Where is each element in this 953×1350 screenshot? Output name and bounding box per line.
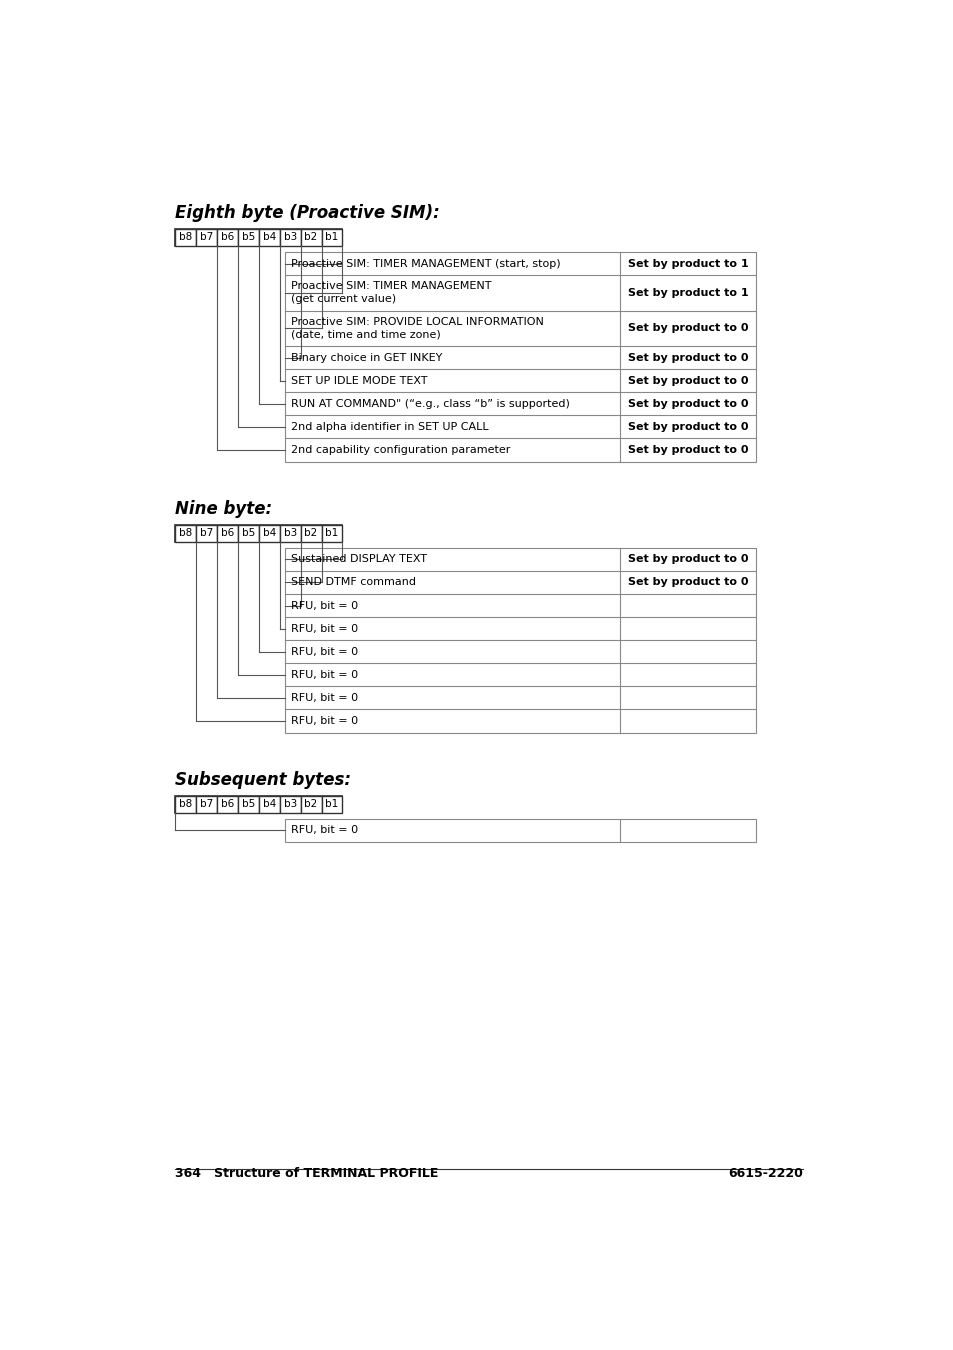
- Bar: [279, 795, 300, 813]
- Bar: [237, 795, 258, 813]
- Text: 364   Structure of TERMINAL PROFILE: 364 Structure of TERMINAL PROFILE: [174, 1166, 438, 1180]
- Bar: [321, 795, 342, 813]
- Bar: [279, 230, 300, 246]
- Text: Set by product to 0: Set by product to 0: [627, 446, 747, 455]
- Text: b1: b1: [325, 232, 338, 243]
- Bar: [285, 548, 755, 733]
- Bar: [195, 525, 216, 541]
- Text: SEND DTMF command: SEND DTMF command: [291, 578, 416, 587]
- Text: Set by product to 0: Set by product to 0: [627, 375, 747, 386]
- Text: Nine byte:: Nine byte:: [174, 500, 272, 518]
- Text: Set by product to 0: Set by product to 0: [627, 423, 747, 432]
- Bar: [285, 252, 755, 462]
- Text: b5: b5: [241, 232, 254, 243]
- Bar: [216, 230, 237, 246]
- Text: RFU, bit = 0: RFU, bit = 0: [291, 716, 358, 726]
- Text: b8: b8: [179, 799, 192, 809]
- Bar: [285, 819, 755, 842]
- Bar: [300, 795, 321, 813]
- Text: Subsequent bytes:: Subsequent bytes:: [174, 771, 351, 788]
- Text: RFU, bit = 0: RFU, bit = 0: [291, 647, 358, 656]
- Bar: [237, 525, 258, 541]
- Text: Proactive SIM: TIMER MANAGEMENT
(get current value): Proactive SIM: TIMER MANAGEMENT (get cur…: [291, 281, 492, 305]
- Bar: [300, 525, 321, 541]
- Text: b1: b1: [325, 799, 338, 809]
- Text: b6: b6: [220, 528, 233, 539]
- Text: b4: b4: [262, 799, 275, 809]
- Text: SET UP IDLE MODE TEXT: SET UP IDLE MODE TEXT: [291, 375, 427, 386]
- Bar: [321, 525, 342, 541]
- Bar: [279, 525, 300, 541]
- Text: Set by product to 1: Set by product to 1: [627, 259, 747, 269]
- Text: Set by product to 0: Set by product to 0: [627, 578, 747, 587]
- Bar: [300, 230, 321, 246]
- Bar: [174, 795, 195, 813]
- Text: 2nd capability configuration parameter: 2nd capability configuration parameter: [291, 446, 510, 455]
- Text: b2: b2: [304, 799, 317, 809]
- Text: b6: b6: [220, 799, 233, 809]
- Text: b2: b2: [304, 232, 317, 243]
- Text: b2: b2: [304, 528, 317, 539]
- Text: RUN AT COMMAND" (“e.g., class “b” is supported): RUN AT COMMAND" (“e.g., class “b” is sup…: [291, 398, 570, 409]
- Bar: [321, 230, 342, 246]
- Text: b7: b7: [199, 528, 213, 539]
- Text: RFU, bit = 0: RFU, bit = 0: [291, 670, 358, 680]
- Bar: [174, 230, 342, 246]
- Bar: [174, 525, 195, 541]
- Text: RFU, bit = 0: RFU, bit = 0: [291, 693, 358, 703]
- Text: b4: b4: [262, 528, 275, 539]
- Text: b5: b5: [241, 799, 254, 809]
- Bar: [216, 525, 237, 541]
- Text: b8: b8: [179, 528, 192, 539]
- Text: b3: b3: [283, 799, 296, 809]
- Bar: [195, 795, 216, 813]
- Text: Set by product to 0: Set by product to 0: [627, 323, 747, 333]
- Text: 6615-2220: 6615-2220: [727, 1166, 802, 1180]
- Bar: [174, 795, 342, 813]
- Text: b7: b7: [199, 799, 213, 809]
- Text: b5: b5: [241, 528, 254, 539]
- Bar: [195, 230, 216, 246]
- Bar: [174, 230, 195, 246]
- Bar: [216, 795, 237, 813]
- Bar: [237, 230, 258, 246]
- Bar: [258, 230, 279, 246]
- Text: Set by product to 0: Set by product to 0: [627, 352, 747, 363]
- Text: b1: b1: [325, 528, 338, 539]
- Text: Eighth byte (Proactive SIM):: Eighth byte (Proactive SIM):: [174, 204, 439, 223]
- Text: Set by product to 0: Set by product to 0: [627, 398, 747, 409]
- Text: b3: b3: [283, 232, 296, 243]
- Text: RFU, bit = 0: RFU, bit = 0: [291, 601, 358, 610]
- Text: b7: b7: [199, 232, 213, 243]
- Text: b4: b4: [262, 232, 275, 243]
- Text: b3: b3: [283, 528, 296, 539]
- Text: 2nd alpha identifier in SET UP CALL: 2nd alpha identifier in SET UP CALL: [291, 423, 488, 432]
- Text: Set by product to 0: Set by product to 0: [627, 555, 747, 564]
- Text: b8: b8: [179, 232, 192, 243]
- Text: Proactive SIM: PROVIDE LOCAL INFORMATION
(date, time and time zone): Proactive SIM: PROVIDE LOCAL INFORMATION…: [291, 317, 543, 340]
- Text: Proactive SIM: TIMER MANAGEMENT (start, stop): Proactive SIM: TIMER MANAGEMENT (start, …: [291, 259, 560, 269]
- Text: Binary choice in GET INKEY: Binary choice in GET INKEY: [291, 352, 442, 363]
- Text: Sustained DISPLAY TEXT: Sustained DISPLAY TEXT: [291, 555, 427, 564]
- Text: RFU, bit = 0: RFU, bit = 0: [291, 825, 358, 836]
- Bar: [258, 525, 279, 541]
- Bar: [258, 795, 279, 813]
- Text: RFU, bit = 0: RFU, bit = 0: [291, 624, 358, 633]
- Text: Set by product to 1: Set by product to 1: [627, 288, 747, 298]
- Text: b6: b6: [220, 232, 233, 243]
- Bar: [174, 525, 342, 541]
